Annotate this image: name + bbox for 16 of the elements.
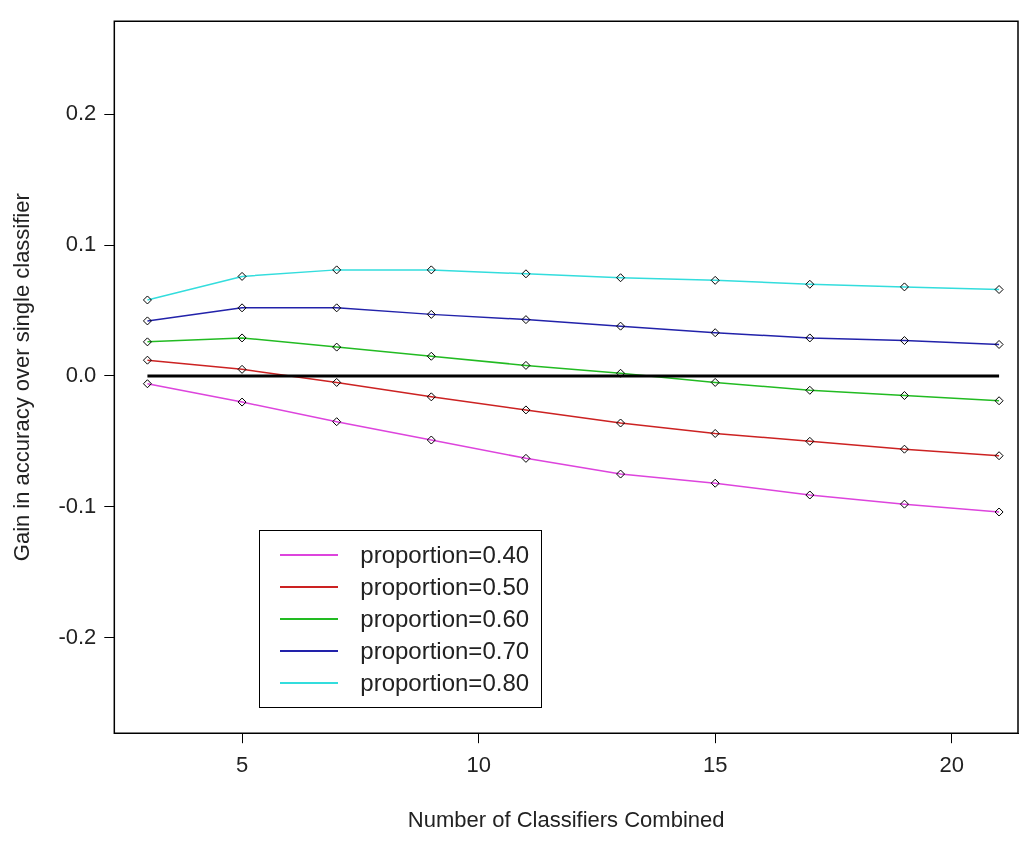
- legend-label: proportion=0.60: [360, 605, 530, 634]
- y-axis-title: Gain in accuracy over single classifier: [9, 193, 35, 562]
- x-tick-label: 20: [939, 752, 964, 778]
- x-tick-label: 15: [702, 752, 728, 778]
- x-tick-label: 5: [235, 752, 249, 778]
- y-tick-label: -0.2: [58, 623, 97, 649]
- y-tick-label: 0.2: [65, 100, 97, 126]
- legend-label: proportion=0.40: [360, 541, 530, 570]
- x-axis-title: Number of Classifiers Combined: [407, 806, 725, 832]
- legend-label: proportion=0.50: [360, 573, 530, 602]
- x-tick-label: 10: [466, 752, 491, 778]
- legend-label: proportion=0.70: [360, 637, 530, 666]
- y-tick-label: -0.1: [58, 492, 97, 518]
- y-tick-label: 0.1: [65, 231, 97, 257]
- legend-label: proportion=0.80: [360, 669, 530, 698]
- y-tick-label: 0.0: [65, 361, 97, 387]
